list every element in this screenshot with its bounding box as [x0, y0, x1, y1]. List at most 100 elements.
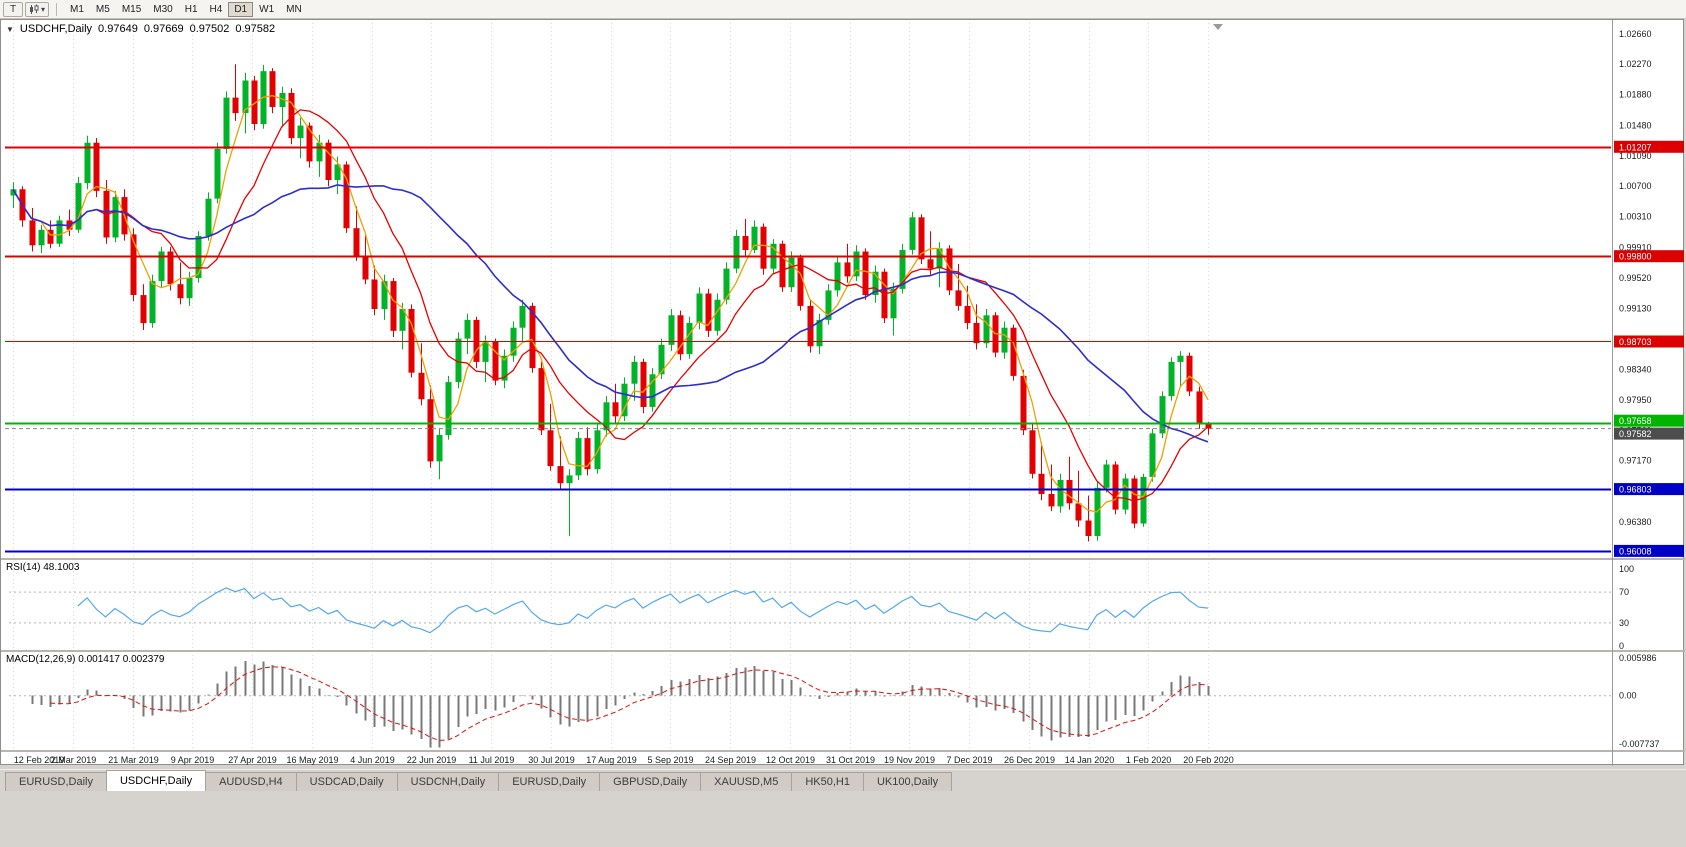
chart-tab-eurusd-daily[interactable]: EURUSD,Daily: [498, 772, 601, 791]
svg-text:30: 30: [1619, 618, 1629, 628]
svg-text:7 Dec 2019: 7 Dec 2019: [946, 755, 992, 765]
ma-line-10: [12, 109, 1209, 502]
svg-text:0: 0: [1619, 641, 1624, 651]
chart-symbol-label: USDCHF,Daily: [19, 23, 93, 35]
svg-text:100: 100: [1619, 564, 1634, 574]
ma-line-25: [12, 184, 1209, 443]
price-tag-0.99800: 0.99800: [1614, 250, 1684, 263]
rsi-line: [77, 587, 1209, 634]
timeframe-button-m1[interactable]: M1: [70, 3, 84, 15]
svg-text:14 Jan 2020: 14 Jan 2020: [1065, 755, 1115, 765]
chart-tab-usdcnh-daily[interactable]: USDCNH,Daily: [396, 772, 500, 791]
svg-text:22 Jun 2019: 22 Jun 2019: [407, 755, 457, 765]
svg-text:26 Dec 2019: 26 Dec 2019: [1004, 755, 1055, 765]
price-tag-1.01207: 1.01207: [1614, 140, 1684, 153]
svg-text:0.98340: 0.98340: [1619, 365, 1652, 375]
ohlc-high: 0.97669: [143, 23, 184, 35]
timeframe-button-mn[interactable]: MN: [286, 3, 302, 15]
svg-text:16 May 2019: 16 May 2019: [286, 755, 338, 765]
svg-text:1.02270: 1.02270: [1619, 59, 1652, 69]
price-tag-0.97582: 0.97582: [1614, 427, 1684, 440]
price-tag-0.96803: 0.96803: [1614, 483, 1684, 496]
svg-text:1.00310: 1.00310: [1619, 212, 1652, 222]
timeframe-button-group: M1 M5 M15 M30 H1 H4 D1 W1 MN: [64, 1, 308, 17]
svg-text:12 Oct 2019: 12 Oct 2019: [766, 755, 815, 765]
svg-text:70: 70: [1619, 587, 1629, 597]
macd-signal-line: [50, 666, 1209, 741]
svg-text:0.96008: 0.96008: [1619, 546, 1652, 556]
svg-text:-0.007737: -0.007737: [1619, 739, 1660, 749]
candlestick-icon: [30, 4, 39, 14]
svg-text:30 Jul 2019: 30 Jul 2019: [528, 755, 575, 765]
svg-text:0.99910: 0.99910: [1619, 243, 1652, 253]
timeframe-button-m15[interactable]: M15: [121, 3, 142, 15]
chart-tab-gbpusd-daily[interactable]: GBPUSD,Daily: [599, 772, 702, 791]
svg-text:4 Jun 2019: 4 Jun 2019: [350, 755, 395, 765]
svg-text:1.01090: 1.01090: [1619, 151, 1652, 161]
timeframe-button-h1[interactable]: H1: [184, 3, 198, 15]
svg-text:19 Nov 2019: 19 Nov 2019: [884, 755, 935, 765]
grid: [13, 23, 1209, 749]
svg-text:0.97658: 0.97658: [1619, 416, 1652, 426]
price-tag-0.98703: 0.98703: [1614, 335, 1684, 348]
chart-tab-audusd-h4[interactable]: AUDUSD,H4: [205, 772, 297, 791]
svg-text:1.00700: 1.00700: [1619, 181, 1652, 191]
svg-text:0.97582: 0.97582: [1619, 429, 1652, 439]
timeframe-button-h4[interactable]: H4: [209, 3, 223, 15]
svg-text:31 Oct 2019: 31 Oct 2019: [826, 755, 875, 765]
chart-tab-hk50-h1[interactable]: HK50,H1: [791, 772, 864, 791]
svg-text:1 Feb 2020: 1 Feb 2020: [1126, 755, 1172, 765]
svg-text:1.01480: 1.01480: [1619, 121, 1652, 131]
svg-text:2 Mar 2019: 2 Mar 2019: [51, 755, 97, 765]
ohlc-close: 0.97582: [235, 23, 276, 35]
svg-text:5 Sep 2019: 5 Sep 2019: [647, 755, 693, 765]
svg-text:0.99130: 0.99130: [1619, 303, 1652, 313]
price-tag-0.97658: 0.97658: [1614, 414, 1684, 427]
svg-text:27 Apr 2019: 27 Apr 2019: [228, 755, 277, 765]
timeframe-button-m30[interactable]: M30: [153, 3, 173, 15]
svg-text:12 Feb 2019: 12 Feb 2019: [14, 755, 65, 765]
collapse-icon[interactable]: ▼: [6, 24, 14, 34]
chart-window: 12 Feb 2019 2 Mar 2019 21 Mar 2019 9 Apr 20…: [0, 19, 1685, 766]
svg-text:21 Mar 2019: 21 Mar 2019: [108, 755, 159, 765]
panel-dividers: [1, 20, 1685, 766]
chart-shift-marker-icon: [1213, 24, 1223, 30]
svg-text:0.00: 0.00: [1619, 691, 1637, 701]
macd-indicator-label: MACD(12,26,9) 0.001417 0.002379: [6, 654, 165, 665]
svg-text:0.99520: 0.99520: [1619, 273, 1652, 283]
chart-tab-eurusd-daily[interactable]: EURUSD,Daily: [5, 772, 107, 791]
toolbar-separator: [56, 2, 58, 16]
rsi-indicator-label: RSI(14) 48.1003: [6, 562, 80, 573]
timeframe-button-d1[interactable]: D1: [228, 1, 254, 17]
chevron-down-icon: ▾: [41, 4, 46, 14]
timeframe-button-w1[interactable]: W1: [259, 3, 275, 15]
ohlc-low: 0.97502: [189, 23, 230, 35]
svg-text:0.99800: 0.99800: [1619, 252, 1652, 262]
chart-header: ▼ USDCHF,Daily 0.97649 0.97669 0.97502 0…: [6, 23, 275, 35]
chart-tab-uk100-daily[interactable]: UK100,Daily: [862, 772, 953, 791]
svg-text:1.01880: 1.01880: [1619, 90, 1652, 100]
chart-tab-usdchf-daily[interactable]: USDCHF,Daily: [105, 770, 207, 791]
svg-text:11 Jul 2019: 11 Jul 2019: [469, 755, 515, 765]
price-tag-0.96008: 0.96008: [1614, 544, 1684, 557]
svg-text:0.005986: 0.005986: [1619, 653, 1657, 663]
svg-text:24 Sep 2019: 24 Sep 2019: [705, 755, 756, 765]
chart-type-button[interactable]: ▾: [25, 1, 50, 17]
svg-text:0.96803: 0.96803: [1619, 485, 1652, 495]
chart-tab-xauusd-m5[interactable]: XAUUSD,M5: [700, 772, 793, 791]
horizontal-lines: [5, 146, 1611, 553]
timeframe-button-m5[interactable]: M5: [95, 3, 110, 15]
svg-text:17 Aug 2019: 17 Aug 2019: [586, 755, 637, 765]
macd-histogram: [31, 661, 1210, 748]
chart-tab-bar: EURUSD,Daily USDCHF,Daily AUDUSD,H4 USDCAD,…: [0, 769, 1686, 791]
pointer-tool-button[interactable]: T: [3, 1, 23, 17]
svg-text:1.02660: 1.02660: [1619, 29, 1652, 39]
svg-text:1.01207: 1.01207: [1619, 142, 1652, 152]
status-area: [0, 791, 1686, 847]
svg-text:20 Feb 2020: 20 Feb 2020: [1183, 755, 1234, 765]
svg-text:0.98703: 0.98703: [1619, 337, 1652, 347]
chart-tab-usdcad-daily[interactable]: USDCAD,Daily: [295, 772, 398, 791]
